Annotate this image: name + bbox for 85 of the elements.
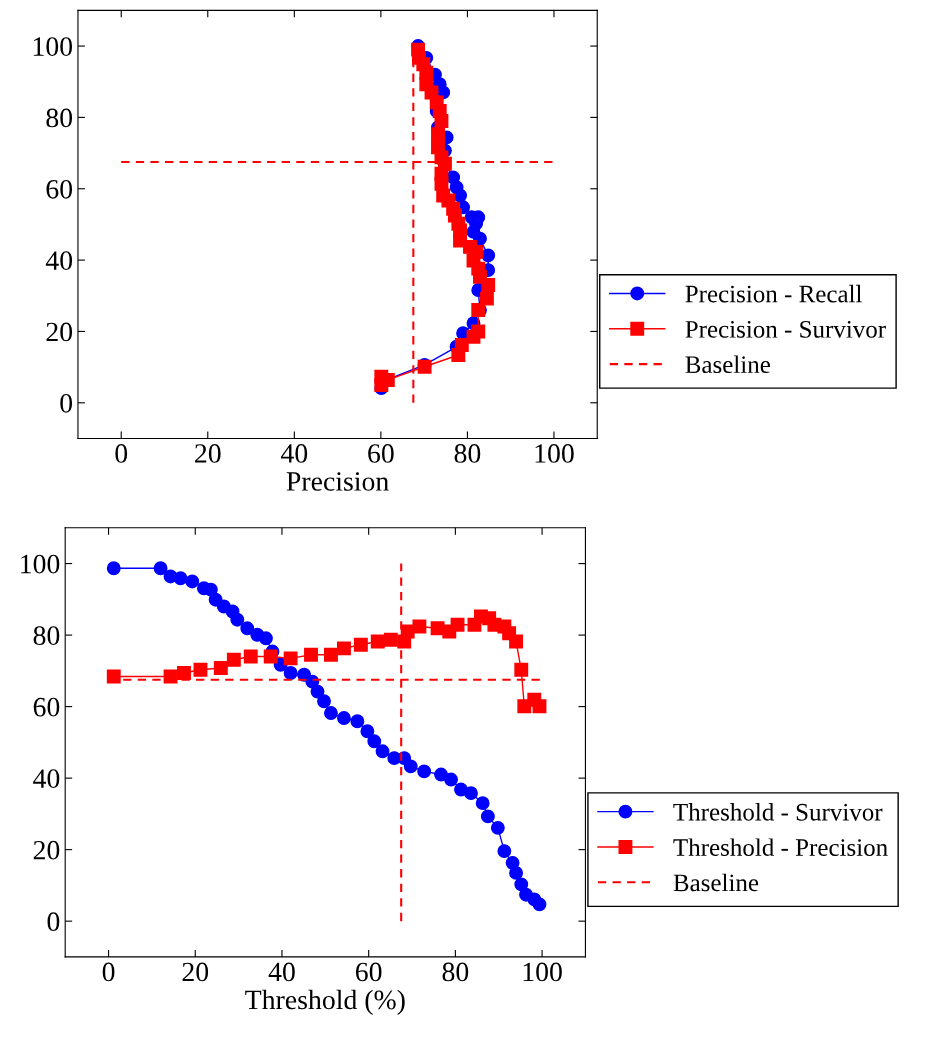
x-tick-label: 0 [115,444,128,463]
x-tick-label: 60 [355,962,382,982]
point [304,647,318,662]
point [509,634,524,649]
y-tick-label: 80 [33,626,60,645]
point [497,844,512,859]
point [479,291,494,306]
x-axis-title: Threshold (%) [245,989,405,1015]
legend-label: Precision - Recall [685,284,862,303]
legend-label: Baseline [673,873,759,892]
point [481,278,496,293]
point [337,711,351,725]
y-tick-label: 40 [45,251,73,271]
x-tick-label: 0 [102,962,115,982]
point [226,652,241,667]
point [450,617,465,632]
point [360,724,375,739]
point [490,820,505,835]
y-tick-label: 100 [21,554,60,574]
x-tick-label: 20 [195,444,221,463]
x-tick-label: 60 [368,444,394,463]
point [532,897,547,912]
y-tick-label: 80 [46,108,73,128]
point [193,662,208,677]
y-tick-label: 0 [47,912,60,932]
y-tick-label: 40 [33,769,60,789]
y-tick-label: 100 [33,37,73,56]
y-tick-label: 20 [33,840,60,860]
x-tick-label: 100 [523,962,562,982]
point [367,734,382,749]
point [263,649,278,664]
x-tick-label: 40 [268,962,295,982]
legend-label: Precision - Survivor [685,320,886,338]
point [451,348,466,362]
point [324,647,338,662]
point [213,661,228,675]
y-tick-label: 20 [46,322,73,342]
point [243,649,258,664]
x-tick-label: 40 [280,444,308,463]
y-tick-label: 60 [46,179,73,199]
x-axis-title: Precision [286,472,389,491]
point [403,759,418,774]
point [324,706,338,720]
point [475,796,490,811]
point [106,561,121,576]
x-tick-label: 20 [182,962,209,982]
y-tick-label: 0 [60,393,73,413]
point [412,619,427,634]
legend-label: Baseline [685,355,770,374]
point [375,744,390,759]
point [417,764,432,779]
point [481,248,496,263]
point [464,786,478,801]
x-tick-label: 80 [442,962,469,982]
point [431,127,445,142]
point [337,641,351,656]
point [283,651,298,666]
point [444,772,458,787]
legend-label: Threshold - Survivor [673,803,883,821]
point [310,684,325,699]
point [173,571,188,586]
point [177,666,191,680]
point [353,637,368,652]
point [258,631,273,646]
y-tick-label: 60 [33,697,60,717]
point [185,574,200,589]
point [383,632,398,647]
point [106,669,121,684]
point [480,809,495,824]
point [317,694,331,709]
point [350,714,365,729]
point [374,378,389,392]
point [230,612,245,627]
point [153,561,168,576]
x-tick-label: 100 [535,444,574,463]
legend-label: Threshold - Precision [673,838,888,856]
point [473,231,487,246]
x-tick-label: 80 [454,444,481,463]
point [240,621,255,636]
point [514,662,529,677]
point [514,877,529,892]
point [509,865,524,880]
point [283,666,298,680]
point [532,699,547,714]
point [434,114,449,128]
